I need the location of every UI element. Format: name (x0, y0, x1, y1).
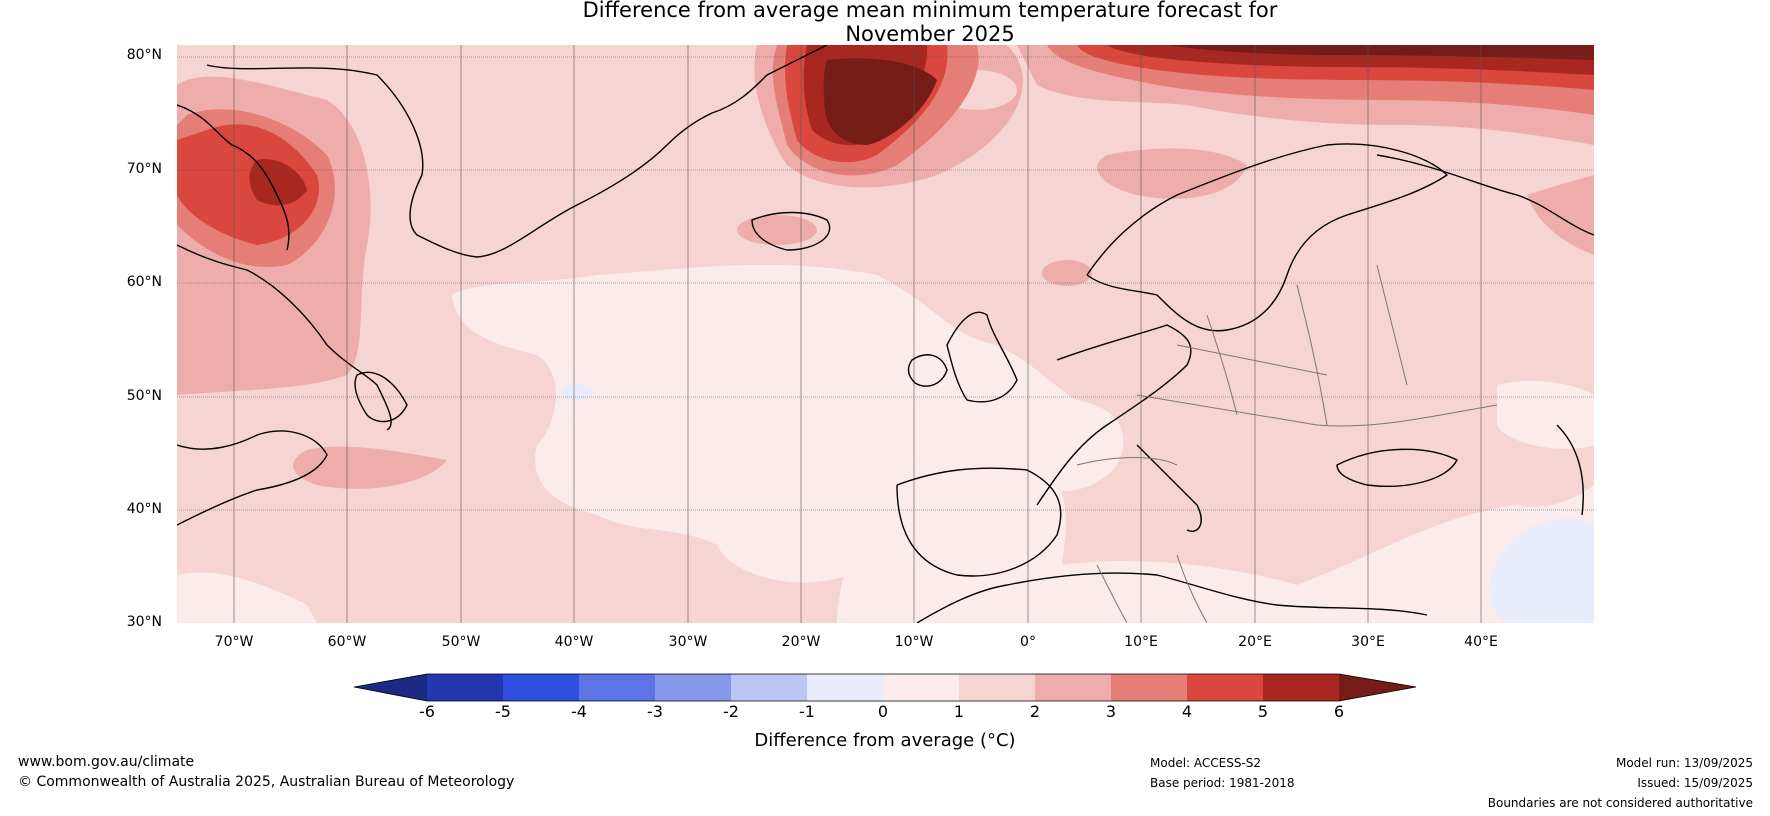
lon-label-20e: 20°E (1238, 634, 1272, 650)
colorbar-bin-1 (427, 674, 503, 701)
colorbar-bin-12 (1263, 674, 1339, 701)
anomaly-region-above6-arctic (1167, 45, 1594, 60)
anomaly-region-0-1-iberia (837, 461, 1066, 623)
colorbar-bin-8 (959, 674, 1035, 701)
lon-label-10w: 10°W (894, 634, 934, 650)
coastline-scandinavia (1086, 143, 1448, 332)
colorbar-bin-9 (1035, 674, 1111, 701)
colorbar-extend-high (1339, 674, 1416, 701)
anomaly-region-2-3-norway (1042, 260, 1092, 286)
colorbar-tick-neg2: -2 (723, 702, 739, 721)
anomaly-region-neg1-0-atlantic (561, 383, 593, 401)
anomaly-region-4-5-canada (177, 124, 319, 245)
coastline-blacksea (1336, 448, 1458, 487)
coastlines (177, 45, 1594, 623)
colorbar-bin-4 (655, 674, 731, 701)
colorbar-bin-2 (503, 674, 579, 701)
colorbar-tick-0: 0 (877, 702, 889, 721)
footer-base-period: Base period: 1981-2018 (1150, 776, 1295, 790)
forecast-map (177, 45, 1594, 623)
footer-copyright: © Commonwealth of Australia 2025, Austra… (18, 774, 515, 790)
lon-label-20w: 20°W (781, 634, 821, 650)
graticule-parallels (177, 56, 1594, 511)
anomaly-region-above6-greenland-e (823, 58, 937, 145)
coastline-iberia (896, 467, 1062, 577)
lon-label-0: 0° (1020, 634, 1036, 650)
footer-model-run: Model run: 13/09/2025 (1615, 756, 1753, 770)
footer-disclaimer: Boundaries are not considered authoritat… (1487, 796, 1753, 810)
colorbar-tick-neg6: -6 (419, 702, 435, 721)
colorbar-bin-3 (579, 674, 655, 701)
graticule-meridians (233, 45, 1482, 623)
lat-label-30n: 30°N (126, 614, 162, 630)
coastline-italy (1136, 444, 1202, 532)
colorbar-tick-neg1: -1 (799, 702, 815, 721)
colorbar-extend-low (354, 674, 427, 701)
colorbar-label: Difference from average (°C) (754, 730, 1016, 751)
colorbar-tick-4: 4 (1181, 702, 1193, 721)
lat-label-50n: 50°N (126, 388, 162, 404)
lon-label-30w: 30°W (668, 634, 708, 650)
coastline-iceland (751, 211, 831, 251)
colorbar-bin-11 (1187, 674, 1263, 701)
colorbar-bin-6 (807, 674, 883, 701)
anomaly-region-2-3-mid-atlantic (293, 446, 447, 489)
lon-label-10e: 10°E (1124, 634, 1158, 650)
anomaly-region-2-3-ne (1527, 175, 1594, 255)
anomaly-region-0-1-sw (177, 572, 317, 623)
colorbar-tick-3: 3 (1105, 702, 1117, 721)
footer-model: Model: ACCESS-S2 (1150, 756, 1262, 770)
coastline-caspian (1556, 424, 1584, 516)
lon-label-50w: 50°W (441, 634, 481, 650)
coastline-ireland (907, 354, 948, 387)
lon-label-60w: 60°W (327, 634, 367, 650)
colorbar-tick-neg5: -5 (495, 702, 511, 721)
coastline-europe-west (1036, 324, 1192, 506)
colorbar (353, 673, 1417, 702)
colorbar-tick-2: 2 (1029, 702, 1041, 721)
coastline-britain (946, 311, 1018, 403)
colorbar-tick-1: 1 (953, 702, 965, 721)
colorbar-tick-5: 5 (1257, 702, 1269, 721)
coastline-russia-north (1376, 154, 1594, 236)
colorbar-tick-6: 6 (1333, 702, 1345, 721)
footer-website: www.bom.gov.au/climate (18, 754, 195, 770)
lat-label-70n: 70°N (126, 161, 162, 177)
lon-label-40e: 40°E (1464, 634, 1498, 650)
lon-label-30e: 30°E (1351, 634, 1385, 650)
coastline-labrador (177, 244, 392, 431)
anomaly-region-2-3-scandinavia (1097, 148, 1247, 199)
map-title-line2: November 2025 (845, 22, 1015, 46)
lat-label-80n: 80°N (126, 47, 162, 63)
anomaly-region-neg1-0-turkey (1488, 518, 1594, 623)
coastline-greenland (206, 45, 828, 258)
colorbar-outline (353, 673, 1417, 702)
colorbar-tick-neg3: -3 (647, 702, 663, 721)
lat-label-40n: 40°N (126, 501, 162, 517)
lat-label-60n: 60°N (126, 274, 162, 290)
colorbar-bin-5 (731, 674, 807, 701)
map-title-line1: Difference from average mean minimum tem… (582, 0, 1278, 22)
colorbar-bin-10 (1111, 674, 1187, 701)
coastline-baffin (177, 104, 290, 251)
anomaly-region-2-3-iceland (737, 215, 817, 245)
country-borders (1076, 264, 1498, 623)
map-title: Difference from average mean minimum tem… (500, 0, 1360, 46)
anomaly-region-0-1-nafrica (1057, 485, 1594, 623)
coastline-africa (916, 572, 1428, 623)
lon-label-70w: 70°W (214, 634, 254, 650)
map-svg (177, 45, 1594, 623)
colorbar-tick-neg4: -4 (571, 702, 587, 721)
anomaly-region-0-1-atlantic (452, 264, 1124, 583)
colorbar-bin-7 (883, 674, 959, 701)
coastline-nova-scotia (177, 430, 328, 526)
anomaly-region-0-1-russia (1497, 380, 1594, 449)
lon-label-40w: 40°W (554, 634, 594, 650)
footer-issued: Issued: 15/09/2025 (1637, 776, 1753, 790)
coastline-newfoundland (354, 371, 408, 423)
